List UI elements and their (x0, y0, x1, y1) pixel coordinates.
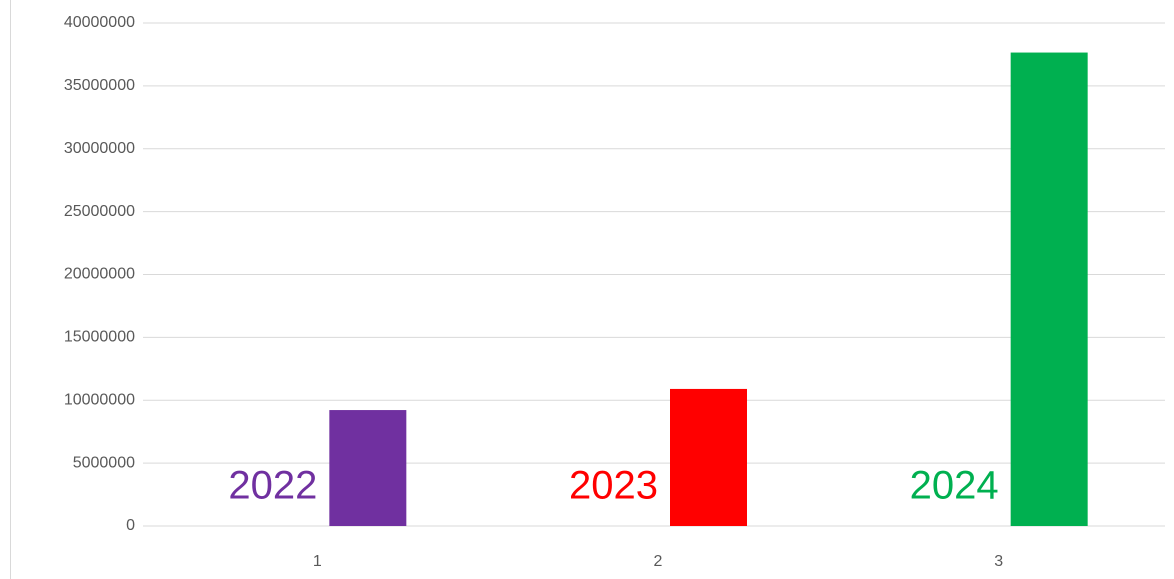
y-tick-label: 10000000 (64, 391, 135, 408)
bar (1010, 52, 1088, 527)
bar (329, 410, 407, 526)
bar (670, 388, 747, 526)
annotation: 2022 (228, 464, 317, 508)
y-tick-label: 30000000 (64, 140, 135, 157)
y-tick-label: 35000000 (64, 77, 135, 94)
y-tick-label: 20000000 (64, 266, 135, 283)
x-tick-label: 2 (654, 553, 663, 570)
x-tick-label: 1 (313, 553, 322, 570)
x-tick-label: 3 (994, 553, 1003, 570)
y-tick-label: 5000000 (73, 454, 135, 471)
y-tick-label: 40000000 (64, 14, 135, 31)
y-tick-label: 15000000 (64, 329, 135, 346)
annotation: 2024 (910, 464, 999, 508)
y-tick-label: 0 (126, 517, 135, 534)
annotation: 2023 (569, 464, 658, 508)
y-tick-label: 25000000 (64, 203, 135, 220)
